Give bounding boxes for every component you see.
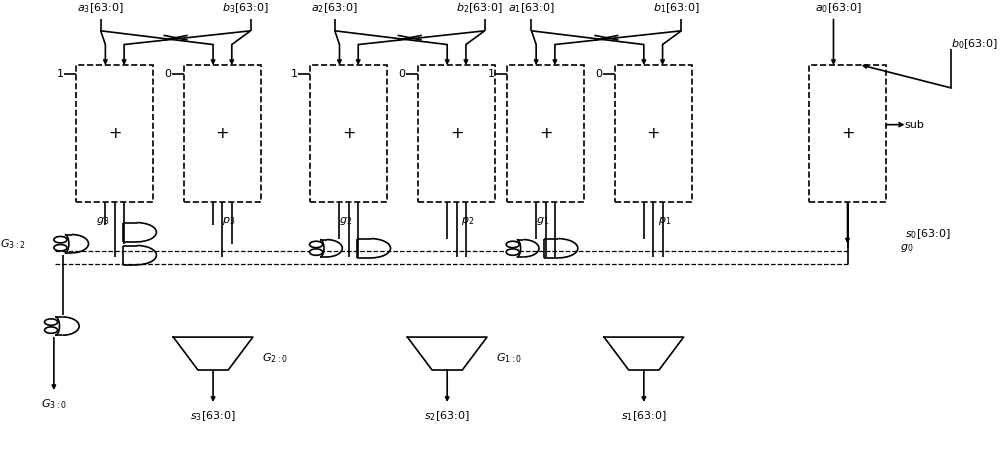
Circle shape — [310, 249, 323, 255]
Text: $b_2$[63:0]: $b_2$[63:0] — [456, 1, 504, 15]
Text: 1: 1 — [291, 69, 298, 79]
Text: $b_1$[63:0]: $b_1$[63:0] — [653, 1, 700, 15]
Circle shape — [310, 241, 323, 248]
Circle shape — [45, 319, 58, 325]
Text: 0: 0 — [399, 69, 406, 79]
Text: +: + — [108, 126, 121, 141]
Circle shape — [506, 249, 519, 255]
FancyBboxPatch shape — [76, 65, 153, 203]
FancyBboxPatch shape — [310, 65, 387, 203]
Text: $G_{3:0}$: $G_{3:0}$ — [41, 397, 67, 411]
Text: 1: 1 — [57, 69, 64, 79]
Text: $G_{3:2}$: $G_{3:2}$ — [0, 237, 26, 250]
Text: $b_0$[63:0]: $b_0$[63:0] — [951, 37, 999, 51]
Text: $G_{1:0}$: $G_{1:0}$ — [496, 351, 522, 365]
Text: $s_2$[63:0]: $s_2$[63:0] — [424, 409, 470, 423]
FancyBboxPatch shape — [615, 65, 692, 203]
Text: $p_2$: $p_2$ — [461, 215, 474, 227]
Circle shape — [506, 241, 519, 248]
Text: $p_1$: $p_1$ — [658, 215, 671, 227]
Text: +: + — [450, 126, 463, 141]
FancyBboxPatch shape — [809, 65, 886, 203]
Text: $g_1$: $g_1$ — [536, 215, 549, 227]
Text: $b_3$[63:0]: $b_3$[63:0] — [222, 1, 269, 15]
Text: 0: 0 — [595, 69, 602, 79]
FancyBboxPatch shape — [507, 65, 584, 203]
Text: +: + — [646, 126, 660, 141]
Text: $s_0$[63:0]: $s_0$[63:0] — [905, 227, 950, 241]
Text: +: + — [216, 126, 229, 141]
Circle shape — [45, 327, 58, 333]
Text: sub: sub — [905, 120, 925, 130]
Circle shape — [54, 244, 67, 251]
FancyBboxPatch shape — [184, 65, 261, 203]
Text: $G_{2:0}$: $G_{2:0}$ — [262, 351, 288, 365]
Text: $a_1$[63:0]: $a_1$[63:0] — [508, 1, 555, 15]
Text: $g_2$: $g_2$ — [339, 215, 353, 227]
Text: $a_3$[63:0]: $a_3$[63:0] — [77, 1, 124, 15]
Text: $g_0$: $g_0$ — [900, 242, 913, 254]
Text: +: + — [841, 126, 854, 141]
Text: +: + — [539, 126, 552, 141]
Text: $s_3$[63:0]: $s_3$[63:0] — [190, 409, 236, 423]
Circle shape — [54, 236, 67, 243]
Text: $g_3$: $g_3$ — [96, 215, 109, 227]
Text: +: + — [342, 126, 356, 141]
FancyBboxPatch shape — [418, 65, 495, 203]
Text: $s_1$[63:0]: $s_1$[63:0] — [621, 409, 667, 423]
Text: $p_3$: $p_3$ — [222, 215, 236, 227]
Text: 0: 0 — [165, 69, 172, 79]
Text: 1: 1 — [488, 69, 495, 79]
Text: $a_0$[63:0]: $a_0$[63:0] — [815, 1, 862, 15]
Text: $a_2$[63:0]: $a_2$[63:0] — [311, 1, 358, 15]
